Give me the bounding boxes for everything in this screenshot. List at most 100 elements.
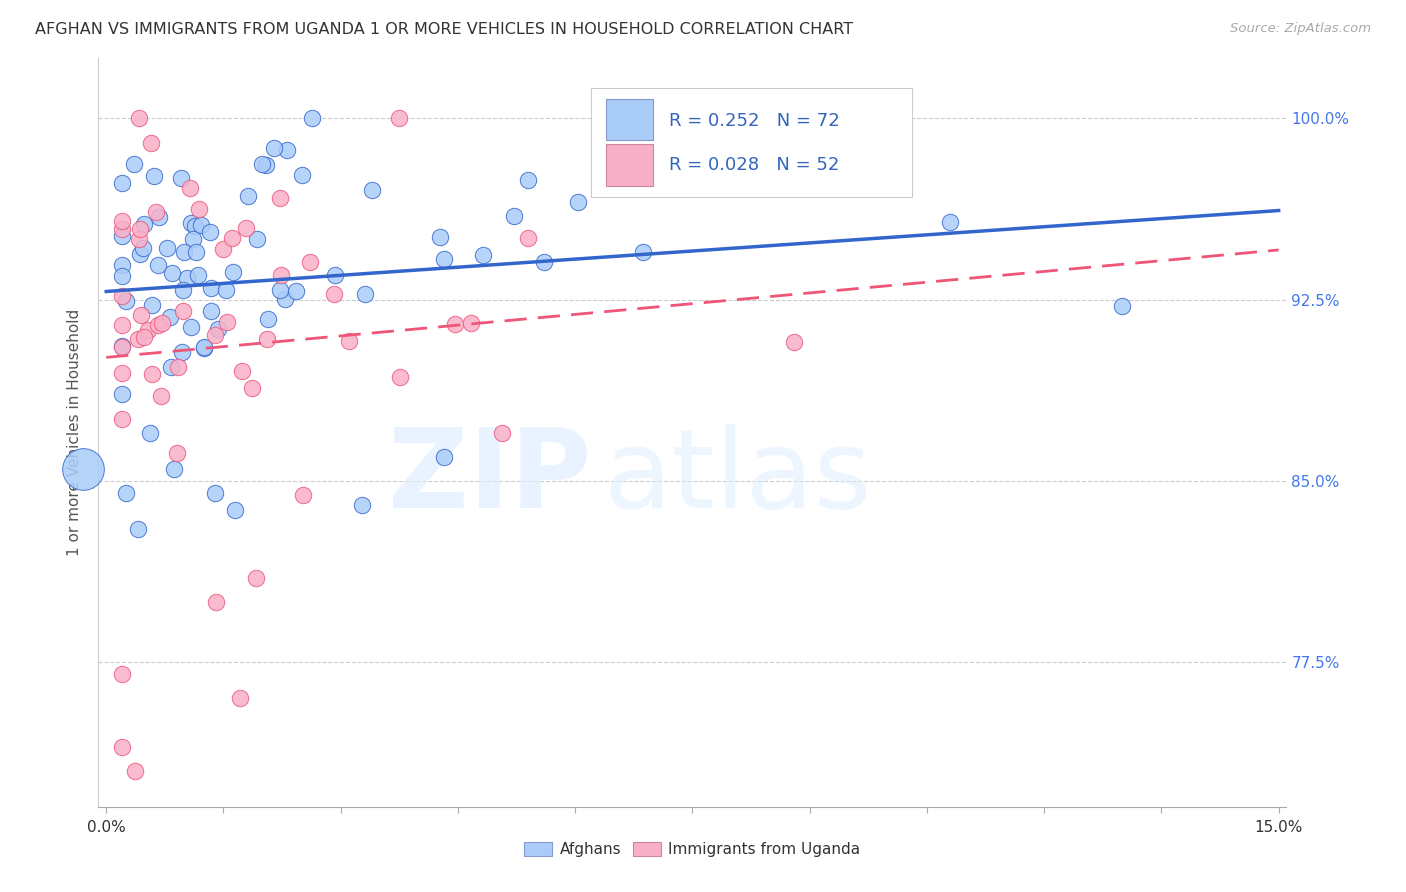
Point (184, 219, 207, 234)
Point (179, 181, 201, 195)
Point (290, 168, 312, 182)
Point (129, 308, 152, 322)
Text: atlas: atlas (603, 424, 872, 531)
Point (323, 268, 346, 283)
Point (250, 157, 273, 171)
Point (193, 340, 215, 354)
Point (141, 136, 163, 150)
Point (129, 221, 152, 235)
Point (200, 225, 222, 239)
Point (145, 205, 167, 219)
Point (166, 446, 188, 460)
Point (323, 287, 346, 301)
Point (388, 112, 411, 126)
Point (160, 360, 183, 375)
Point (143, 169, 166, 183)
Point (132, 241, 155, 255)
FancyBboxPatch shape (606, 99, 654, 140)
Point (215, 283, 238, 297)
Point (111, 318, 134, 333)
Point (337, 334, 360, 348)
Point (139, 425, 162, 440)
Point (111, 739, 134, 754)
Point (111, 366, 134, 380)
Point (229, 691, 252, 706)
Point (270, 268, 292, 283)
Point (1111, 299, 1133, 313)
Point (111, 228, 134, 243)
Point (269, 283, 291, 297)
Point (163, 462, 186, 476)
Text: AFGHAN VS IMMIGRANTS FROM UGANDA 1 OR MORE VEHICLES IN HOUSEHOLD CORRELATION CHA: AFGHAN VS IMMIGRANTS FROM UGANDA 1 OR MO… (35, 22, 853, 37)
Point (181, 232, 204, 246)
Point (134, 330, 156, 344)
Point (132, 217, 155, 231)
Point (567, 194, 589, 209)
Point (115, 486, 138, 500)
Point (72, 462, 94, 476)
Point (111, 667, 134, 681)
Point (204, 486, 226, 500)
Point (129, 247, 152, 261)
Point (111, 258, 134, 272)
Point (150, 317, 173, 331)
FancyBboxPatch shape (592, 88, 912, 196)
Point (180, 320, 202, 334)
Point (180, 216, 202, 230)
Point (127, 522, 149, 536)
Point (111, 289, 134, 303)
Point (235, 220, 257, 235)
Point (160, 266, 183, 280)
Point (631, 245, 654, 260)
Point (215, 315, 238, 329)
Point (127, 332, 149, 346)
Point (200, 304, 222, 318)
Point (111, 268, 134, 283)
Point (491, 425, 513, 440)
Point (141, 367, 163, 381)
Point (204, 327, 226, 342)
Point (360, 183, 382, 197)
Point (170, 345, 193, 359)
Point (245, 571, 267, 585)
Point (783, 335, 806, 350)
Point (503, 209, 526, 223)
Point (111, 213, 134, 227)
Point (111, 339, 134, 353)
Point (167, 360, 190, 375)
Point (256, 332, 278, 346)
Point (128, 232, 150, 246)
Point (211, 242, 233, 256)
Text: R = 0.252   N = 72: R = 0.252 N = 72 (669, 112, 839, 129)
Text: R = 0.028   N = 52: R = 0.028 N = 52 (669, 156, 839, 174)
Point (444, 318, 467, 332)
Point (172, 283, 194, 297)
Point (517, 173, 540, 187)
Point (352, 498, 374, 512)
Point (240, 381, 263, 395)
Point (141, 298, 163, 312)
Point (148, 210, 170, 224)
Point (193, 341, 215, 355)
Point (148, 318, 170, 333)
Y-axis label: 1 or more Vehicles in Household: 1 or more Vehicles in Household (66, 309, 82, 557)
Point (124, 764, 146, 778)
Point (128, 112, 150, 126)
Point (115, 293, 138, 308)
Point (190, 219, 212, 233)
Point (291, 488, 314, 502)
Point (159, 310, 181, 324)
Point (301, 112, 323, 126)
Point (186, 268, 208, 282)
Point (389, 369, 412, 384)
Legend: Afghans, Immigrants from Uganda: Afghans, Immigrants from Uganda (519, 836, 866, 863)
Point (254, 158, 277, 172)
Point (172, 304, 194, 318)
Point (221, 231, 243, 245)
Point (156, 242, 179, 256)
Point (460, 316, 482, 330)
Point (111, 340, 134, 354)
Point (221, 265, 243, 279)
Point (274, 292, 297, 306)
Point (188, 202, 211, 216)
